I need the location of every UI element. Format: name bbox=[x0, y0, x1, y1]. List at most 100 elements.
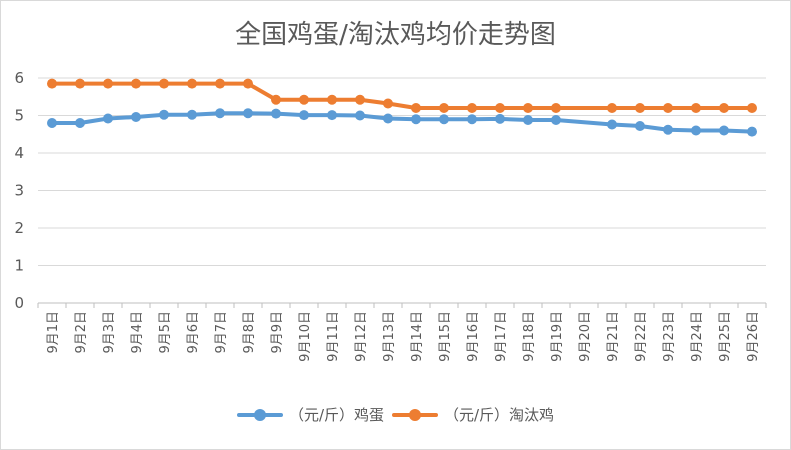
data-point bbox=[523, 115, 533, 125]
data-point bbox=[355, 94, 365, 105]
data-point bbox=[271, 108, 281, 119]
x-tick-label: 9月13日 bbox=[382, 311, 397, 362]
data-point bbox=[663, 124, 673, 135]
data-point bbox=[551, 115, 561, 125]
x-tick-label: 9月14日 bbox=[410, 311, 425, 362]
data-point bbox=[215, 108, 225, 119]
data-point bbox=[271, 94, 281, 105]
data-point bbox=[215, 78, 225, 89]
data-point bbox=[635, 121, 645, 131]
data-point bbox=[495, 113, 505, 124]
y-tick-label-3: 3 bbox=[14, 182, 24, 200]
data-point bbox=[747, 126, 757, 137]
legend: （元/斤）鸡蛋 （元/斤）淘汰鸡 bbox=[0, 404, 791, 425]
x-tick-label: 9月2日 bbox=[74, 311, 89, 354]
data-point bbox=[187, 109, 197, 120]
y-tick-label-4: 4 bbox=[14, 144, 24, 162]
data-point bbox=[439, 114, 449, 125]
data-point bbox=[411, 103, 421, 113]
data-point bbox=[607, 119, 617, 130]
data-point bbox=[635, 103, 645, 113]
legend-swatch-culled-hens bbox=[392, 405, 438, 425]
data-point bbox=[159, 109, 169, 120]
x-tick-label: 9月24日 bbox=[690, 311, 705, 362]
data-point bbox=[663, 103, 673, 113]
data-point bbox=[327, 110, 337, 121]
legend-label-culled-hens: （元/斤）淘汰鸡 bbox=[444, 406, 555, 424]
x-tick-label: 9月19日 bbox=[550, 311, 565, 362]
data-point bbox=[131, 112, 141, 122]
data-point bbox=[411, 114, 421, 125]
data-point bbox=[159, 78, 169, 89]
data-point bbox=[467, 103, 477, 113]
data-point bbox=[551, 103, 561, 113]
x-tick-label: 9月20日 bbox=[578, 311, 593, 362]
x-tick-label: 9月7日 bbox=[214, 311, 229, 354]
x-tick-label: 9月10日 bbox=[298, 311, 313, 362]
x-tick-label: 9月9日 bbox=[270, 311, 285, 354]
data-point bbox=[383, 113, 393, 124]
x-tick-label: 9月3日 bbox=[102, 311, 117, 354]
x-tick-label: 9月5日 bbox=[158, 311, 173, 354]
x-tick-label: 9月4日 bbox=[130, 311, 145, 354]
series-layer bbox=[47, 78, 757, 137]
y-tick-label-1: 1 bbox=[14, 257, 24, 275]
legend-item-eggs: （元/斤）鸡蛋 bbox=[236, 404, 384, 425]
series-line-0 bbox=[50, 111, 754, 134]
data-point bbox=[439, 103, 449, 113]
y-tick-label-0: 0 bbox=[14, 294, 24, 312]
data-point bbox=[607, 103, 617, 113]
legend-label-eggs: （元/斤）鸡蛋 bbox=[288, 406, 384, 424]
data-point bbox=[719, 103, 729, 113]
data-point bbox=[719, 125, 729, 136]
data-point bbox=[747, 103, 757, 113]
x-tick-label: 9月12日 bbox=[354, 311, 369, 362]
data-point bbox=[243, 108, 253, 119]
x-tick-label: 9月18日 bbox=[522, 311, 537, 362]
data-point bbox=[47, 118, 57, 128]
data-point bbox=[47, 78, 57, 89]
x-tick-label: 9月11日 bbox=[326, 311, 341, 362]
data-point bbox=[691, 103, 701, 113]
x-tick-label: 9月23日 bbox=[662, 311, 677, 362]
data-point bbox=[187, 78, 197, 89]
y-tick-label-5: 5 bbox=[14, 107, 24, 125]
x-tick-label: 9月22日 bbox=[634, 311, 649, 362]
data-point bbox=[383, 98, 393, 109]
data-point bbox=[355, 110, 365, 121]
legend-swatch-eggs bbox=[236, 405, 283, 425]
x-tick-label: 9月17日 bbox=[494, 311, 509, 362]
legend-marker-culled-hens bbox=[409, 408, 421, 421]
data-point bbox=[243, 78, 253, 89]
x-tick-label: 9月21日 bbox=[606, 311, 621, 362]
data-point bbox=[495, 103, 505, 113]
data-point bbox=[103, 113, 113, 124]
data-point bbox=[691, 125, 701, 136]
series-line-1 bbox=[50, 81, 754, 110]
axes: 0 1 2 3 4 5 6 9月1日 9月2日 9月3日 9月4日 9月5日 9月6日 9月7日 9月8日 9… bbox=[14, 69, 767, 362]
y-tick-label-6: 6 bbox=[14, 69, 24, 87]
legend-item-culled-hens: （元/斤）淘汰鸡 bbox=[392, 404, 554, 425]
data-point bbox=[299, 110, 309, 121]
x-tick-label: 9月15日 bbox=[438, 311, 453, 362]
data-point bbox=[467, 114, 477, 125]
x-tick-label: 9月25日 bbox=[718, 311, 733, 362]
x-tick-label: 9月1日 bbox=[46, 311, 61, 354]
data-point bbox=[523, 103, 533, 113]
legend-marker-eggs bbox=[253, 408, 266, 421]
x-tick-label: 9月6日 bbox=[186, 311, 201, 354]
data-point bbox=[75, 118, 85, 128]
x-tick-label: 9月16日 bbox=[466, 311, 481, 362]
chart-title: 全国鸡蛋/淘汰鸡均价走势图 bbox=[235, 20, 556, 50]
x-tick-label: 9月26日 bbox=[746, 311, 761, 362]
x-tick-label: 9月8日 bbox=[242, 311, 257, 354]
data-point bbox=[299, 94, 309, 105]
data-point bbox=[75, 78, 85, 89]
data-point bbox=[103, 78, 113, 89]
y-tick-label-2: 2 bbox=[14, 219, 24, 237]
gridlines bbox=[38, 77, 766, 266]
data-point bbox=[131, 78, 141, 89]
data-point bbox=[327, 94, 337, 105]
